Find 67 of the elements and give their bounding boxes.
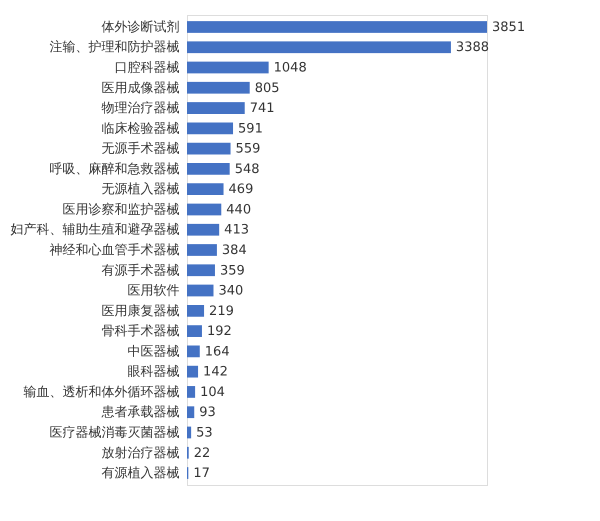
data-label: 17 (193, 466, 210, 482)
y-tick-label: 体外诊断试剂 (102, 18, 180, 35)
y-tick-label: 医疗器械消毒灭菌器械 (50, 425, 180, 440)
y-tick-label: 输血、透析和体外循环器械 (24, 384, 180, 400)
bar (187, 102, 245, 114)
y-tick-label: 口腔科器械 (114, 60, 180, 76)
data-label: 591 (238, 121, 263, 136)
y-tick-label: 眼科器械 (128, 364, 180, 380)
y-tick-label: 物理治疗器械 (102, 101, 180, 116)
y-tick-label: 神经和心血管手术器械 (50, 242, 180, 258)
data-label: 3388 (456, 40, 490, 56)
data-label: 3851 (492, 20, 526, 35)
data-label: 340 (218, 284, 244, 299)
data-label: 192 (206, 324, 232, 340)
data-label: 440 (226, 202, 252, 218)
y-tick-label: 有源植入器械 (102, 466, 180, 482)
bar (187, 264, 215, 276)
bar (187, 62, 269, 74)
y-tick-label: 医用诊察和监护器械 (62, 201, 180, 218)
y-tick-label: 患者承载器械 (100, 405, 180, 420)
y-tick-label: 有源手术器械 (102, 263, 180, 278)
y-tick-label: 无源植入器械 (102, 182, 180, 198)
y-tick-label: 中医器械 (128, 344, 180, 360)
data-label: 413 (224, 222, 249, 238)
data-label: 219 (209, 304, 234, 319)
bar (187, 366, 198, 378)
data-label: 559 (236, 142, 260, 157)
data-label: 53 (196, 425, 213, 440)
y-tick-label: 妇产科、辅助生殖和避孕器械 (10, 222, 180, 238)
data-label: 359 (220, 263, 245, 278)
bar (187, 142, 231, 154)
bar (187, 122, 234, 134)
y-tick-label: 无源手术器械 (102, 142, 180, 157)
bar (187, 163, 230, 175)
bar (187, 386, 196, 398)
data-label: 469 (228, 182, 254, 198)
bar (187, 183, 224, 196)
y-tick-label: 呼吸、麻醉和急救器械 (50, 162, 180, 177)
bar (187, 82, 250, 94)
y-tick-label: 骨科手术器械 (102, 324, 180, 340)
data-label: 104 (200, 384, 225, 400)
data-label: 548 (234, 162, 260, 177)
y-tick-label: 临床检验器械 (102, 121, 180, 136)
data-label: 93 (199, 405, 216, 420)
data-label: 22 (194, 446, 210, 461)
y-tick-label: 医用康复器械 (102, 304, 180, 319)
data-label: 384 (222, 243, 247, 258)
bar (187, 304, 204, 317)
bar (187, 346, 200, 358)
bar (187, 406, 194, 418)
y-tick-label: 注输、护理和防护器械 (50, 40, 180, 56)
bar (187, 284, 214, 296)
data-label: 741 (250, 101, 275, 116)
bar (187, 325, 202, 337)
data-label: 142 (203, 364, 228, 380)
data-label: 1048 (274, 60, 307, 76)
bar (187, 41, 451, 54)
bar (187, 244, 217, 256)
data-label: 805 (254, 80, 280, 96)
y-tick-label: 放射治疗器械 (102, 446, 180, 461)
data-label: 164 (204, 344, 230, 360)
y-tick-label: 医用成像器械 (102, 80, 180, 96)
y-tick-label: 医用软件 (128, 284, 180, 299)
bar (187, 224, 220, 236)
bar (187, 204, 222, 216)
bar (187, 21, 487, 33)
bar (187, 426, 192, 438)
